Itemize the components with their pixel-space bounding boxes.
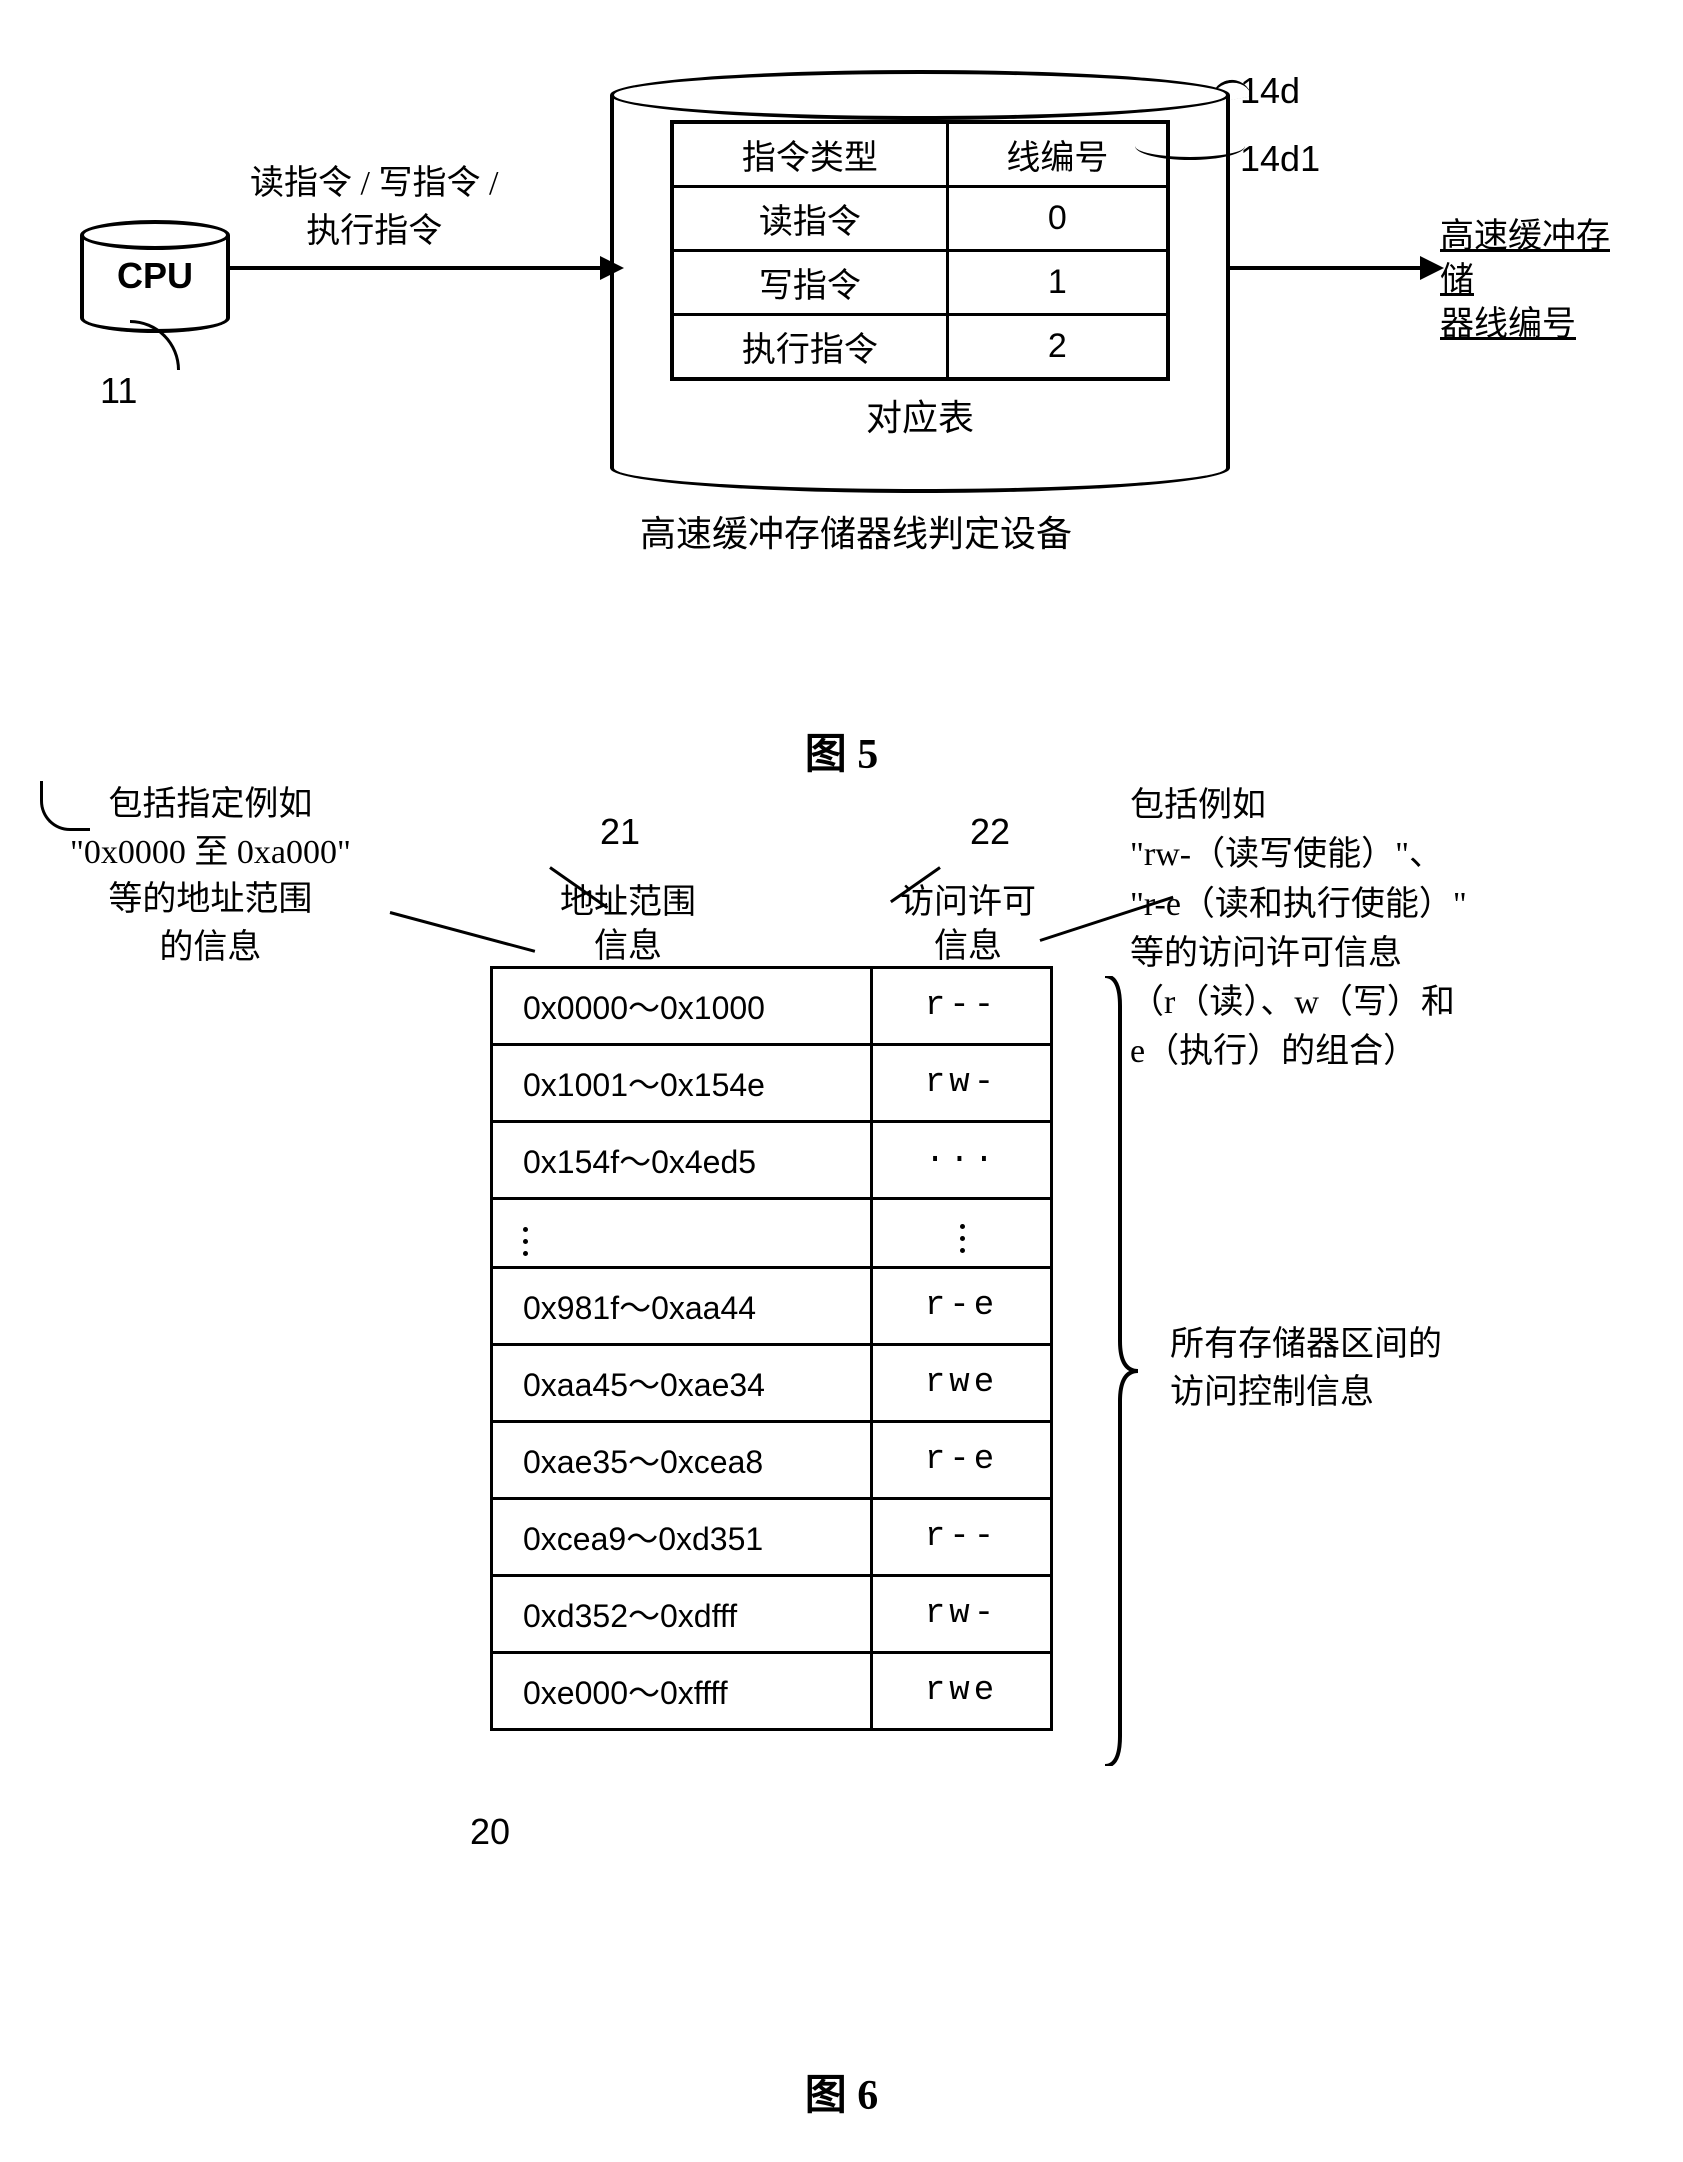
col2-header: 访问许可 信息 <box>900 881 1036 969</box>
arrow-cpu-to-device <box>230 266 610 270</box>
ref-20: 20 <box>470 1811 510 1853</box>
ref-22: 22 <box>970 811 1010 853</box>
table-row: 0xd352～0xdfffrw- <box>492 1576 1052 1653</box>
leader-left-note <box>390 911 536 953</box>
table-caption: 对应表 <box>866 389 974 441</box>
th-line: 线编号 <box>947 122 1168 187</box>
figure-6: 包括指定例如 "0x0000 至 0xa000" 等的地址范围 的信息 21 2… <box>40 781 1643 1981</box>
fig5-label: 图 5 <box>40 720 1643 781</box>
ref-14d1: 14d1 <box>1240 138 1320 180</box>
col1-header: 地址范围 信息 <box>560 881 696 969</box>
ref-14d: 14d <box>1240 70 1300 112</box>
curly-brace <box>1100 976 1140 1766</box>
device-caption: 高速缓冲存储器线判定设备 <box>640 505 1072 557</box>
table-row <box>492 1199 1052 1268</box>
right-annotation: 包括例如 "rw-（读写使能）"、 "r-e（读和执行使能）" 等的访问许可信息… <box>1130 781 1467 1077</box>
table-row: 0x0000～0x1000r-- <box>492 968 1052 1045</box>
brace-annotation: 所有存储器区间的 访问控制信息 <box>1170 1321 1442 1416</box>
arrow1-label: 读指令 / 写指令 / 执行指令 <box>250 160 498 255</box>
table-row: 0x981f～0xaa44r-e <box>492 1268 1052 1345</box>
arrow-device-out <box>1230 266 1430 270</box>
table-row: 0x1001～0x154erw- <box>492 1045 1052 1122</box>
figure-5: CPU 11 读指令 / 写指令 / 执行指令 指令类型 线编号 读指令 0 写… <box>40 40 1643 640</box>
table-row: 读指令 0 <box>672 186 1168 250</box>
table-row: 0xaa45～0xae34rwe <box>492 1345 1052 1422</box>
table-row: 写指令 1 <box>672 250 1168 314</box>
table-row: 0xcea9～0xd351r-- <box>492 1499 1052 1576</box>
cpu-cylinder: CPU <box>80 220 230 320</box>
th-type: 指令类型 <box>672 122 947 187</box>
table-row: 0xe000～0xffffrwe <box>492 1653 1052 1730</box>
fig6-label: 图 6 <box>40 2061 1643 2122</box>
cpu-label: CPU <box>117 255 193 297</box>
access-control-table: 0x0000～0x1000r--0x1001～0x154erw-0x154f～0… <box>490 966 1053 1731</box>
ref-11: 11 <box>100 370 137 412</box>
table-row: 执行指令 2 <box>672 314 1168 379</box>
ref-21: 21 <box>600 811 640 853</box>
instruction-table: 指令类型 线编号 读指令 0 写指令 1 执行指令 2 <box>670 120 1170 381</box>
left-annotation: 包括指定例如 "0x0000 至 0xa000" 等的地址范围 的信息 <box>70 781 351 971</box>
arrow2-label: 高速缓冲存储 器线编号 <box>1440 215 1643 348</box>
table-row: 0x154f～0x4ed5··· <box>492 1122 1052 1199</box>
table-row: 0xae35～0xcea8r-e <box>492 1422 1052 1499</box>
device-cylinder: 指令类型 线编号 读指令 0 写指令 1 执行指令 2 对应表 <box>610 70 1230 493</box>
